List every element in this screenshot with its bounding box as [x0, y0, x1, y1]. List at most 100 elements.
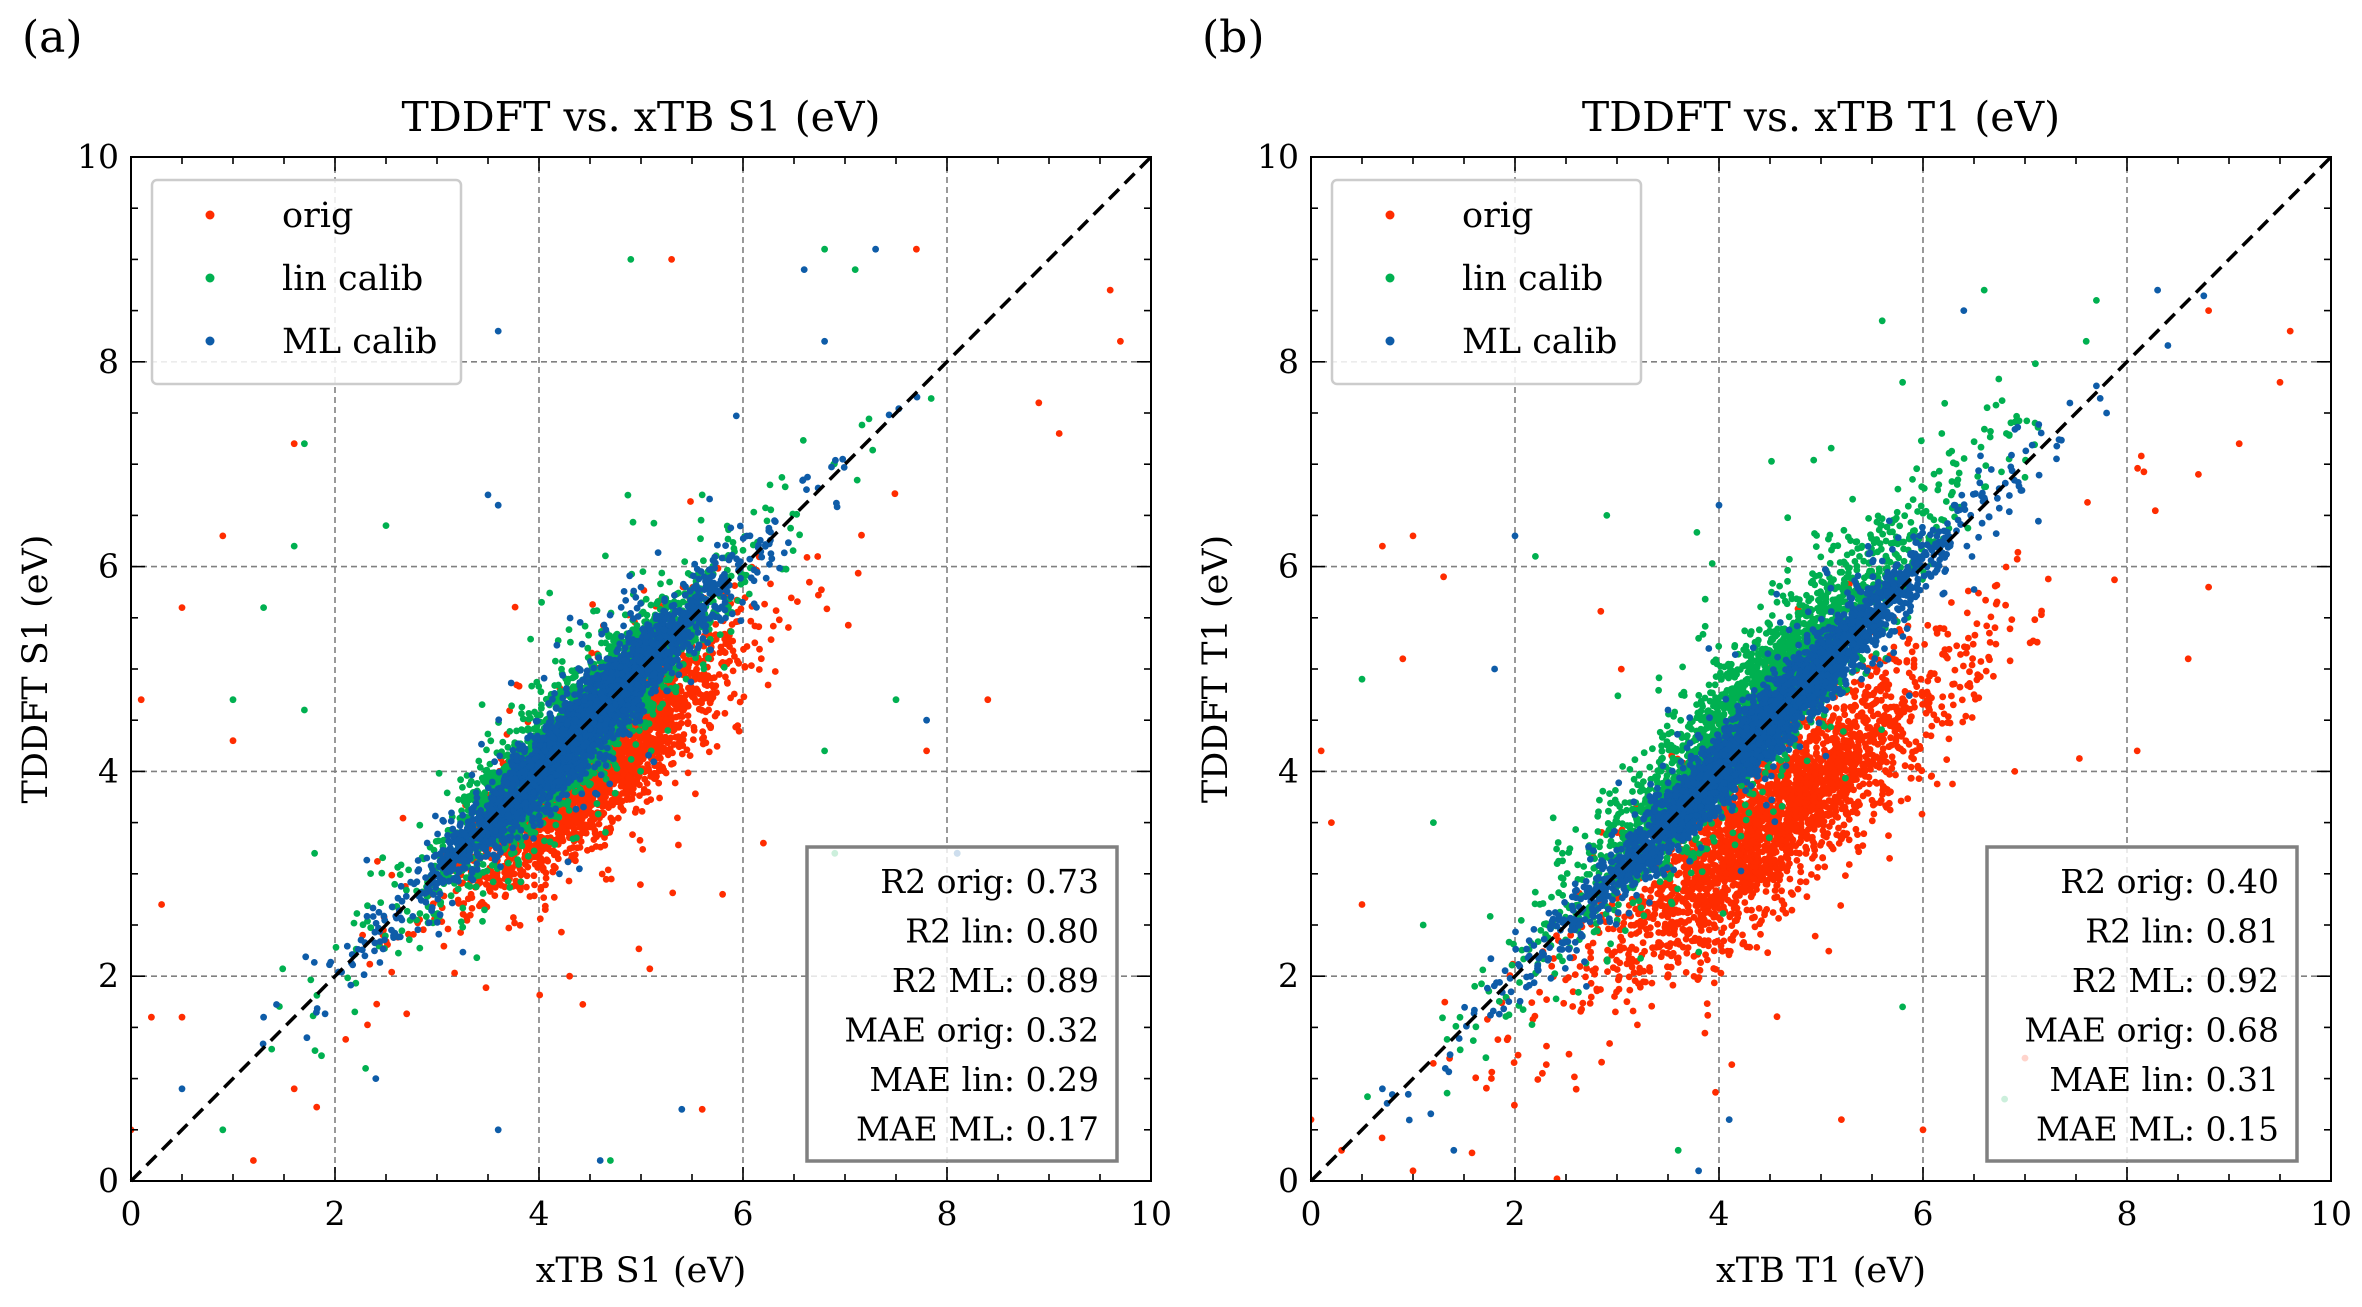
data-point [671, 779, 679, 787]
data-point [672, 713, 680, 721]
data-point [682, 691, 690, 699]
data-point [701, 717, 709, 725]
data-point [517, 870, 524, 878]
data-point [388, 871, 396, 879]
data-point [557, 823, 565, 830]
scatter-points [131, 245, 1124, 1164]
data-point [679, 703, 686, 711]
data-point [614, 814, 622, 822]
data-point [373, 1000, 381, 1008]
data-point [735, 727, 743, 735]
data-point [473, 780, 481, 787]
data-point [391, 880, 399, 888]
data-point [468, 905, 476, 912]
data-point [419, 926, 427, 934]
data-point [499, 738, 507, 746]
data-point [398, 927, 406, 935]
data-point [359, 921, 367, 929]
data-point [478, 701, 486, 708]
data-point [578, 829, 586, 837]
data-point [377, 899, 385, 906]
data-point [684, 719, 692, 726]
data-point [569, 835, 577, 843]
data-point [639, 568, 647, 575]
data-point [451, 969, 458, 977]
data-point [711, 712, 719, 720]
data-point [672, 688, 680, 696]
data-point [517, 886, 524, 894]
data-point [814, 553, 822, 560]
data-point [984, 696, 992, 704]
data-point [476, 902, 483, 910]
data-point [579, 1001, 587, 1008]
data-point [675, 841, 682, 849]
data-point [435, 769, 443, 777]
data-point [767, 506, 775, 514]
data-point [702, 678, 710, 685]
data-point [589, 601, 596, 608]
data-point [584, 644, 592, 652]
data-point [457, 929, 464, 936]
data-point [504, 877, 512, 885]
data-point [632, 732, 640, 740]
data-point [605, 804, 612, 811]
data-point [632, 741, 640, 748]
data-point [751, 622, 759, 630]
data-point [747, 617, 755, 625]
data-point [472, 883, 480, 891]
data-point [501, 883, 509, 891]
data-point [541, 906, 549, 913]
data-point [137, 696, 145, 704]
data-point [652, 736, 660, 744]
data-point [707, 723, 715, 730]
data-point [699, 728, 707, 735]
data-point [466, 883, 474, 890]
data-point [656, 794, 663, 802]
data-point [632, 805, 640, 813]
data-point [550, 893, 558, 901]
data-point [602, 875, 610, 883]
data-point [566, 845, 574, 852]
data-point [695, 705, 703, 713]
data-point [607, 826, 615, 833]
data-point [604, 866, 612, 874]
data-point [669, 889, 677, 897]
data-point [598, 870, 606, 878]
data-point [508, 702, 515, 710]
data-point [647, 772, 655, 780]
data-point [704, 672, 712, 680]
data-point [571, 851, 579, 859]
data-point [588, 649, 596, 657]
data-point [513, 727, 520, 735]
data-point [598, 783, 606, 790]
data-point [475, 757, 483, 765]
data-point [565, 877, 573, 885]
data-point [496, 877, 503, 884]
data-point [405, 936, 413, 944]
data-point [715, 671, 723, 678]
data-point [923, 747, 930, 755]
data-point [590, 822, 597, 830]
data-point [643, 780, 651, 787]
data-point [492, 884, 499, 891]
data-point [601, 841, 609, 849]
data-point [627, 756, 635, 763]
data-point [697, 535, 704, 543]
data-point [750, 508, 758, 516]
data-point [549, 868, 557, 876]
data-point [775, 616, 783, 624]
data-point [696, 675, 704, 683]
data-point [769, 622, 777, 630]
data-point [178, 604, 186, 611]
data-point [891, 490, 899, 498]
data-point [674, 814, 681, 822]
data-point [755, 666, 763, 673]
data-point [803, 554, 811, 561]
data-point [219, 532, 227, 540]
data-point [519, 715, 527, 723]
data-point [546, 838, 554, 846]
data-point [481, 906, 488, 914]
data-point [567, 638, 574, 646]
data-point [637, 767, 644, 775]
data-point [342, 1036, 350, 1043]
